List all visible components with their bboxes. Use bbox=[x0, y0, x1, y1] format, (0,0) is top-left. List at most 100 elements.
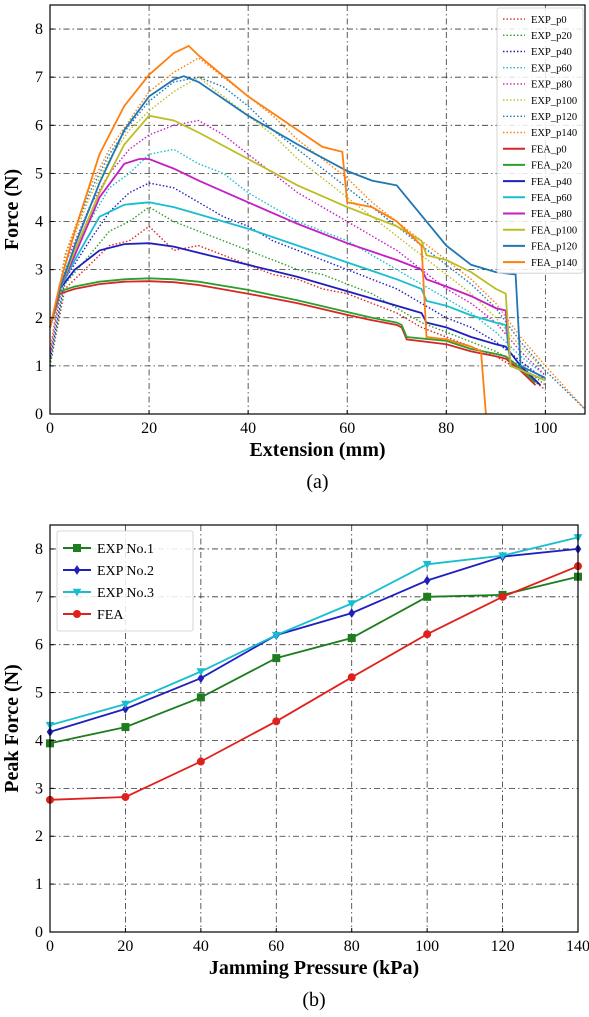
series-line bbox=[49, 44, 487, 415]
series-line bbox=[49, 536, 579, 726]
data-point bbox=[422, 560, 432, 569]
y-tick-label: 6 bbox=[35, 637, 43, 654]
data-point bbox=[122, 703, 129, 714]
legend-box bbox=[496, 7, 584, 274]
series-line bbox=[49, 119, 546, 377]
legend-entry: FEA bbox=[97, 608, 124, 623]
legend-entry: FEA_p60 bbox=[531, 193, 572, 204]
data-point bbox=[423, 592, 432, 601]
data-point bbox=[272, 717, 281, 726]
y-tick-label: 7 bbox=[35, 69, 43, 86]
data-point bbox=[347, 673, 356, 682]
legend-entry: EXP_p100 bbox=[531, 96, 577, 107]
legend-entry: EXP_p140 bbox=[531, 128, 577, 139]
legend-entry: FEA_p80 bbox=[531, 209, 572, 220]
y-tick-label: 4 bbox=[35, 214, 43, 231]
data-point bbox=[423, 575, 431, 586]
caption-a: (a) bbox=[306, 471, 328, 493]
series-line bbox=[49, 201, 546, 382]
series-line bbox=[49, 565, 579, 801]
data-point bbox=[196, 668, 206, 677]
y-tick-label: 0 bbox=[35, 406, 43, 423]
legend-entry: EXP_p60 bbox=[531, 63, 572, 74]
data-point bbox=[196, 693, 205, 702]
data-point bbox=[272, 654, 281, 663]
x-tick-label: 40 bbox=[193, 938, 209, 955]
data-point bbox=[72, 588, 82, 597]
x-tick-label: 100 bbox=[533, 420, 557, 437]
y-tick-label: 2 bbox=[35, 828, 43, 845]
series-line bbox=[49, 75, 546, 379]
y-tick-label: 3 bbox=[35, 780, 43, 797]
legend-entry: EXP No.1 bbox=[97, 542, 154, 557]
legend-entry: FEA_p140 bbox=[531, 258, 577, 269]
data-point bbox=[121, 723, 130, 732]
data-point bbox=[73, 610, 81, 618]
series-line bbox=[49, 158, 546, 382]
y-tick-label: 6 bbox=[35, 117, 43, 134]
y-tick-label: 8 bbox=[35, 541, 43, 558]
series-group-b bbox=[45, 534, 583, 804]
series-line bbox=[49, 114, 546, 382]
x-tick-label: 20 bbox=[141, 420, 157, 437]
data-point bbox=[347, 634, 356, 643]
x-tick-label: 0 bbox=[46, 938, 54, 955]
x-axis-label-a: Extension (mm) bbox=[249, 439, 385, 461]
y-tick-label: 3 bbox=[35, 262, 43, 279]
legend-entry: EXP_p80 bbox=[531, 80, 572, 91]
x-tick-label: 40 bbox=[240, 420, 256, 437]
series-line bbox=[49, 148, 546, 377]
x-tick-label: 120 bbox=[491, 938, 515, 955]
caption-b: (b) bbox=[302, 989, 325, 1011]
legend-entry: EXP No.3 bbox=[97, 586, 154, 601]
y-tick-label: 0 bbox=[35, 924, 43, 941]
data-point bbox=[423, 630, 432, 639]
legend-entry: EXP_p20 bbox=[531, 31, 572, 42]
legend-entry: EXP_p40 bbox=[531, 47, 572, 58]
series-line bbox=[49, 575, 579, 745]
data-point bbox=[498, 552, 507, 561]
plot-frame-a bbox=[49, 4, 586, 415]
series-line bbox=[49, 57, 586, 410]
y-tick-label: 1 bbox=[35, 358, 43, 375]
plot-frame-b bbox=[49, 524, 579, 933]
data-point bbox=[73, 565, 81, 575]
legend-a: EXP_p0 EXP_p20 EXP_p40 EXP_p60 EXP_p80 EXP_p1… bbox=[496, 7, 584, 274]
series-line bbox=[49, 182, 546, 381]
x-tick-label: 140 bbox=[566, 938, 589, 955]
y-tick-label: 1 bbox=[35, 876, 43, 893]
legend-entry: FEA_p0 bbox=[531, 144, 567, 155]
x-tick-label: 80 bbox=[438, 420, 454, 437]
data-point bbox=[197, 673, 205, 684]
x-tick-label: 60 bbox=[339, 420, 355, 437]
y-tick-label: 5 bbox=[35, 685, 43, 702]
series-line bbox=[49, 242, 542, 386]
data-point bbox=[348, 608, 356, 618]
data-point bbox=[121, 700, 130, 709]
y-axis-label-a: Force (N) bbox=[1, 169, 23, 250]
legend-entry: FEA_p20 bbox=[531, 161, 572, 172]
y-tick-label: 2 bbox=[35, 310, 43, 327]
legend-entry: EXP_p120 bbox=[531, 112, 577, 123]
x-tick-label: 80 bbox=[344, 938, 360, 955]
series-line bbox=[49, 548, 579, 733]
legend-b: EXP No.1 EXP No.2 EXP No.3 FEA bbox=[56, 530, 194, 632]
series-line bbox=[49, 280, 537, 386]
x-tick-label: 60 bbox=[268, 938, 284, 955]
data-point bbox=[121, 792, 130, 801]
y-tick-label: 7 bbox=[35, 589, 43, 606]
series-line bbox=[49, 206, 546, 386]
legend-entry: EXP_p0 bbox=[531, 15, 567, 26]
y-tick-label: 8 bbox=[35, 21, 43, 38]
x-tick-label: 0 bbox=[46, 420, 54, 437]
series-group-a bbox=[49, 44, 586, 415]
data-point bbox=[196, 757, 205, 766]
legend-entry: EXP No.2 bbox=[97, 564, 154, 579]
x-axis-label-b: Jamming Pressure (kPa) bbox=[209, 957, 419, 979]
data-point bbox=[498, 592, 507, 601]
ticks-b: 0 20 40 60 80 100 120 140 0 1 2 3 4 5 6 7 8 bbox=[35, 541, 589, 955]
y-axis-label-b: Peak Force (N) bbox=[1, 664, 23, 792]
legend-box bbox=[56, 530, 194, 632]
